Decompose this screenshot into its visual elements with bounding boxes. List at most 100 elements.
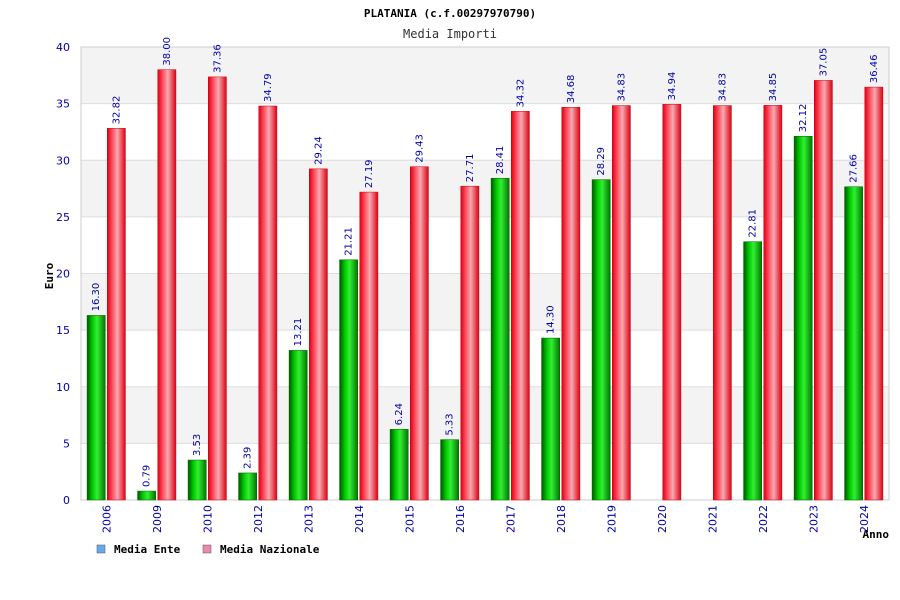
bar-media-nazionale (662, 104, 682, 501)
x-tick-label: 2017 (504, 505, 517, 533)
y-axis-ticks: 0 5 10 15 20 25 30 35 40 (56, 41, 70, 507)
bar-media-ente (541, 337, 561, 501)
bar-media-ente (490, 178, 510, 501)
y-tick-label: 40 (56, 41, 70, 54)
data-label: 34.85 (768, 73, 779, 102)
y-tick-label: 30 (56, 154, 70, 167)
data-label: 29.43 (414, 134, 425, 163)
x-tick-label: 2021 (706, 505, 719, 533)
x-tick-label: 2014 (353, 505, 366, 533)
y-tick-label: 5 (63, 437, 70, 450)
bar-media-nazionale (359, 191, 379, 501)
x-tick-label: 2023 (807, 505, 820, 533)
x-tick-label: 2015 (403, 505, 416, 533)
x-tick-label: 2012 (252, 505, 265, 533)
data-label: 36.46 (869, 54, 880, 83)
bar-media-nazionale (107, 128, 126, 501)
bar-media-ente (288, 350, 308, 501)
x-tick-label: 2013 (302, 505, 315, 533)
bar-media-nazionale (309, 168, 328, 501)
y-axis-label: Euro (43, 262, 56, 289)
data-label: 6.24 (394, 403, 405, 425)
chart-title: PLATANIA (c.f.00297970790) (364, 7, 536, 20)
plot-border (80, 46, 890, 501)
data-label: 13.21 (293, 318, 304, 347)
data-label: 32.12 (798, 104, 809, 133)
data-labels: 16.30 32.82 0.79 38.00 3.53 37.36 2.39 34.79 13.… (91, 37, 880, 487)
x-axis-label: Anno (863, 528, 890, 541)
data-label: 27.71 (465, 154, 476, 183)
x-tick-label: 2009 (151, 505, 164, 533)
bar-media-ente (238, 472, 258, 501)
legend-label: Media Ente (114, 543, 181, 556)
x-tick-label: 2022 (757, 505, 770, 533)
y-tick-label: 35 (56, 98, 70, 111)
bar-media-ente (86, 315, 106, 501)
data-label: 28.29 (596, 147, 607, 176)
bar-media-ente (793, 135, 813, 501)
data-label: 34.83 (616, 73, 627, 102)
bar-media-nazionale (511, 111, 530, 501)
bars (86, 69, 884, 501)
bar-media-nazionale (208, 76, 227, 501)
bar-media-nazionale (460, 185, 480, 501)
data-label: 0.79 (142, 465, 153, 487)
bar-media-nazionale (713, 105, 732, 501)
legend-label: Media Nazionale (220, 543, 320, 556)
data-label: 34.32 (515, 79, 526, 108)
bar-media-ente (187, 459, 207, 501)
x-tick-label: 2006 (100, 505, 113, 533)
data-label: 37.05 (818, 48, 829, 77)
bar-media-ente (339, 259, 359, 501)
bar-media-ente (844, 186, 864, 501)
data-label: 21.21 (344, 227, 355, 256)
x-tick-label: 2018 (555, 505, 568, 533)
data-label: 14.30 (546, 305, 557, 334)
data-label: 29.24 (313, 136, 324, 165)
legend: Media Ente Media Nazionale (96, 543, 320, 556)
legend-swatch (96, 544, 106, 554)
data-label: 34.94 (667, 72, 678, 101)
x-tick-label: 2010 (201, 505, 214, 533)
y-tick-label: 25 (56, 211, 70, 224)
bar-media-nazionale (814, 80, 833, 501)
bar-media-nazionale (864, 86, 884, 501)
data-label: 34.83 (717, 73, 728, 102)
data-label: 2.39 (243, 447, 254, 469)
data-label: 3.53 (192, 434, 203, 456)
data-label: 28.41 (495, 146, 506, 175)
data-label: 22.81 (748, 209, 759, 238)
bar-media-ente (440, 439, 460, 501)
data-label: 5.33 (445, 413, 456, 435)
bar-media-ente (137, 490, 157, 501)
bar-media-nazionale (561, 106, 581, 501)
bar-media-nazionale (258, 105, 278, 501)
data-label: 27.19 (364, 159, 375, 188)
data-label: 34.79 (263, 73, 274, 102)
x-tick-label: 2024 (858, 505, 871, 533)
data-label: 27.66 (849, 154, 860, 183)
y-tick-label: 15 (56, 324, 70, 337)
bar-media-ente (591, 179, 611, 501)
data-label: 32.82 (111, 96, 122, 125)
y-tick-label: 10 (56, 381, 70, 394)
bar-media-ente (743, 241, 763, 501)
bar-media-nazionale (157, 69, 177, 501)
bar-media-nazionale (763, 105, 783, 501)
legend-swatch (202, 544, 212, 554)
x-axis-ticks: 2006 2009 2010 2012 2013 2014 2015 2016 2017 2018… (100, 505, 871, 533)
bar-media-ente (389, 429, 409, 501)
y-tick-label: 20 (56, 268, 70, 281)
y-tick-label: 0 (63, 494, 70, 507)
x-tick-label: 2016 (454, 505, 467, 533)
data-label: 37.36 (212, 44, 223, 73)
data-label: 38.00 (162, 37, 173, 66)
x-tick-label: 2019 (605, 505, 618, 533)
data-label: 34.68 (566, 75, 577, 104)
x-tick-label: 2020 (656, 505, 669, 533)
chart-subtitle: Media Importi (403, 27, 497, 41)
bar-media-nazionale (612, 105, 631, 501)
bar-media-nazionale (410, 166, 429, 501)
